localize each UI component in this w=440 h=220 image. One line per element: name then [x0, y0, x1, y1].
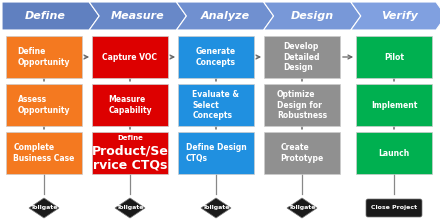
Bar: [6, 84, 82, 126]
Bar: [178, 132, 254, 174]
Polygon shape: [287, 198, 317, 218]
Polygon shape: [115, 198, 145, 218]
Text: Tollgate: Tollgate: [202, 205, 230, 211]
Bar: [178, 36, 254, 78]
Text: Measure
Capability: Measure Capability: [108, 95, 152, 115]
Text: Launch: Launch: [378, 148, 410, 158]
Bar: [264, 84, 340, 126]
Text: Tollgate: Tollgate: [30, 205, 58, 211]
Text: Define Design
CTQs: Define Design CTQs: [186, 143, 246, 163]
Bar: [6, 36, 82, 78]
Text: Develop
Detailed
Design: Develop Detailed Design: [284, 42, 320, 72]
Text: Generate
Concepts: Generate Concepts: [196, 47, 236, 67]
Text: Product/Se
rvice CTQs: Product/Se rvice CTQs: [92, 145, 169, 172]
Text: Optimize
Design for
Robustness: Optimize Design for Robustness: [277, 90, 327, 120]
Bar: [6, 132, 82, 174]
Bar: [356, 132, 432, 174]
Text: Complete
Business Case: Complete Business Case: [13, 143, 75, 163]
Text: Close Project: Close Project: [371, 205, 417, 211]
Bar: [356, 36, 432, 78]
Text: Verify: Verify: [381, 11, 418, 21]
Text: Create
Prototype: Create Prototype: [280, 143, 324, 163]
Polygon shape: [351, 2, 440, 30]
Text: Define
Opportunity: Define Opportunity: [18, 47, 70, 67]
Text: Evaluate &
Select
Concepts: Evaluate & Select Concepts: [193, 90, 239, 120]
Bar: [92, 84, 168, 126]
Bar: [264, 132, 340, 174]
Bar: [92, 132, 168, 174]
Polygon shape: [2, 2, 99, 30]
Text: Implement: Implement: [371, 101, 417, 110]
Polygon shape: [29, 198, 59, 218]
Polygon shape: [176, 2, 274, 30]
Text: Capture VOC: Capture VOC: [103, 53, 158, 62]
Bar: [264, 36, 340, 78]
Text: Design: Design: [291, 11, 334, 21]
Polygon shape: [201, 198, 231, 218]
Text: Tollgate: Tollgate: [116, 205, 144, 211]
Bar: [178, 84, 254, 126]
Text: Pilot: Pilot: [384, 53, 404, 62]
Text: Define: Define: [25, 11, 66, 21]
Text: Assess
Opportunity: Assess Opportunity: [18, 95, 70, 115]
FancyBboxPatch shape: [366, 199, 422, 217]
Text: Analyze: Analyze: [201, 11, 249, 21]
Text: Tollgate: Tollgate: [288, 205, 316, 211]
Text: Define: Define: [117, 135, 143, 141]
Bar: [356, 84, 432, 126]
Text: Measure: Measure: [111, 11, 165, 21]
Polygon shape: [264, 2, 361, 30]
Polygon shape: [89, 2, 187, 30]
Bar: [92, 36, 168, 78]
